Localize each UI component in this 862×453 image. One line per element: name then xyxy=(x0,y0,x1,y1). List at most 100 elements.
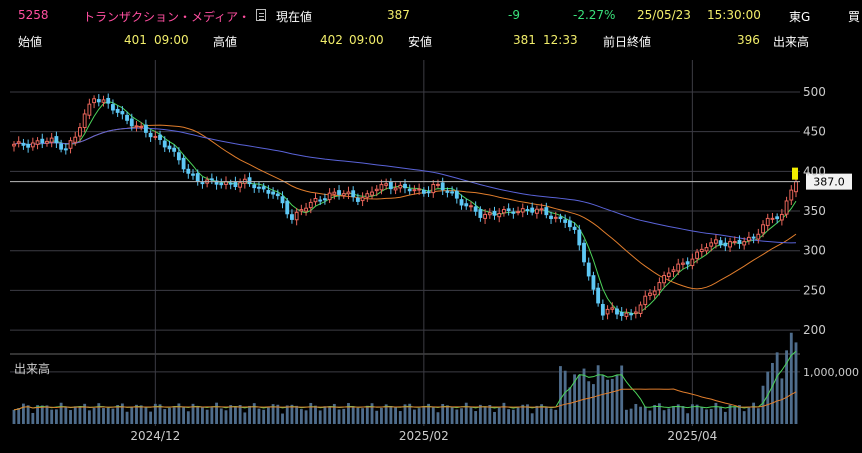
ohlc-header: 始値 401 09:00 高値 402 09:00 安値 381 12:33 前… xyxy=(0,31,862,49)
volume-bar xyxy=(365,405,369,424)
candle-body xyxy=(313,198,318,203)
candle-body xyxy=(82,113,87,128)
candles xyxy=(12,93,798,321)
volume-bar xyxy=(507,409,511,424)
price-tick-label: 400 xyxy=(803,164,826,178)
candle-body xyxy=(478,209,483,218)
candle-body xyxy=(40,138,45,144)
candle-body xyxy=(148,132,153,138)
volume-bar xyxy=(172,407,176,424)
volume-bar xyxy=(624,409,628,424)
volume-bar xyxy=(158,404,162,424)
volume-bar xyxy=(337,409,341,424)
candle-body xyxy=(713,239,718,244)
memo-icon[interactable] xyxy=(256,9,266,21)
candle-body xyxy=(365,193,370,198)
date-tick-label: 2025/04 xyxy=(667,429,717,443)
volume-bar xyxy=(686,413,690,424)
volume-bar xyxy=(672,406,675,424)
candle-body xyxy=(728,241,732,248)
volume-bar xyxy=(285,405,289,424)
candle-body xyxy=(393,187,398,191)
candle-body xyxy=(440,182,445,191)
volume-bar xyxy=(497,406,501,424)
volume-bar xyxy=(139,405,143,424)
volume-bar xyxy=(116,405,120,424)
candle-body xyxy=(247,177,252,185)
candle-body xyxy=(436,183,440,186)
candle-body xyxy=(35,140,40,145)
volume-bar xyxy=(427,403,430,424)
candle-body xyxy=(761,224,765,234)
volume-bar xyxy=(398,411,402,424)
candle-body xyxy=(483,213,488,219)
candle-body xyxy=(492,210,497,216)
buy-label[interactable]: 買 xyxy=(848,10,861,24)
volume-bar xyxy=(87,410,91,424)
candle-body xyxy=(12,143,16,147)
candle-body xyxy=(794,181,798,193)
candle-body xyxy=(615,308,619,315)
candle-body xyxy=(516,211,520,214)
candle-body xyxy=(134,125,139,128)
candle-body xyxy=(106,97,111,104)
candle-body xyxy=(374,188,379,192)
candle-body xyxy=(605,308,610,315)
volume-bar xyxy=(559,366,562,424)
candle-body xyxy=(723,242,728,247)
volume-bar xyxy=(92,407,96,424)
volume-bar xyxy=(464,402,468,424)
high-label: 高値 xyxy=(213,35,238,49)
candle-body xyxy=(459,199,464,206)
price-tick-label: 350 xyxy=(803,204,826,218)
candle-body xyxy=(101,99,106,103)
prev-close-label: 前日終値 xyxy=(603,35,652,49)
candle-body xyxy=(525,209,530,212)
candle-body xyxy=(421,189,426,194)
volume-bar xyxy=(615,375,619,424)
volume-bar xyxy=(318,410,322,424)
volume-bar xyxy=(384,404,388,424)
volume-bar xyxy=(526,404,529,424)
candle-body xyxy=(30,142,35,148)
candle-body xyxy=(737,239,742,244)
volume-bar xyxy=(610,378,614,424)
change-percent: -2.27% xyxy=(573,8,616,22)
volume-bar xyxy=(643,406,647,424)
volume-bar xyxy=(389,406,393,424)
candle-body xyxy=(233,181,238,188)
volume-bar xyxy=(700,407,704,424)
candle-body xyxy=(360,197,365,202)
candle-body xyxy=(610,307,615,310)
volume-bar xyxy=(436,412,440,424)
candle-body xyxy=(704,247,709,252)
volume-bar xyxy=(78,406,82,424)
candle-body xyxy=(662,274,667,284)
candle-body xyxy=(115,108,120,113)
candle-body xyxy=(407,188,412,192)
current-price-label: 現在値 xyxy=(276,10,313,24)
volume-bar xyxy=(351,407,355,424)
volume-bar xyxy=(271,404,275,424)
candle-body xyxy=(290,214,294,220)
candle-body xyxy=(652,290,657,296)
volume-bar xyxy=(177,403,181,424)
stock-name[interactable]: トランザクション・メディア・ xyxy=(83,10,251,24)
volume-bar xyxy=(639,406,642,424)
volume-bar xyxy=(64,406,68,424)
volume-bar xyxy=(281,413,284,424)
volume-bar xyxy=(474,411,478,424)
candle-body xyxy=(384,183,389,186)
market-badge: 東G xyxy=(789,10,811,24)
price-tick-label: 250 xyxy=(803,283,826,297)
candle-body xyxy=(506,208,511,212)
candle-body xyxy=(327,192,332,201)
candle-body xyxy=(68,140,73,149)
candle-body xyxy=(553,216,558,219)
volume-bar xyxy=(445,405,449,424)
candle-body xyxy=(671,269,676,272)
candle-body xyxy=(629,313,634,316)
candle-body xyxy=(690,258,695,267)
candle-body xyxy=(770,217,775,220)
